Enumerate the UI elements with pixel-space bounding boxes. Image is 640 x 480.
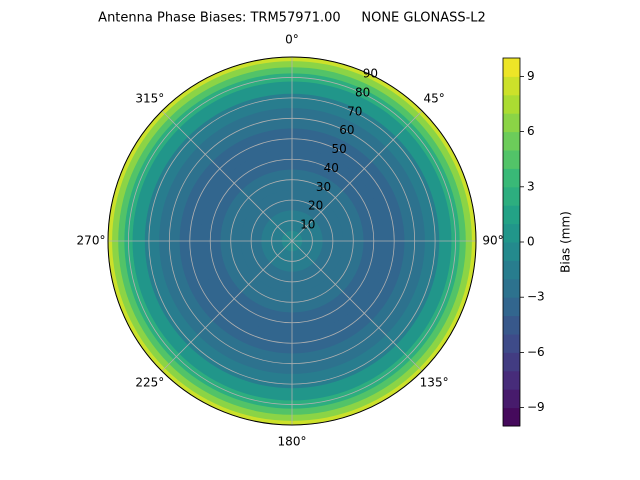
colorbar-band: [503, 315, 520, 335]
colorbar-band: [503, 389, 520, 409]
colorbar-label: Bias (mm): [559, 211, 573, 273]
radial-tick-label: 40: [324, 161, 339, 175]
colorbar-band: [503, 223, 520, 243]
grid-spoke: [291, 240, 423, 372]
colorbar-band: [503, 150, 520, 169]
colorbar-band: [503, 113, 520, 133]
angle-tick-label: 90°: [482, 234, 503, 248]
colorbar-band: [503, 260, 520, 280]
angle-tick-label: 135°: [420, 376, 449, 390]
radial-tick-label: 70: [347, 104, 362, 118]
colorbar-band: [503, 131, 520, 151]
colorbar-tick-label: −6: [527, 345, 545, 359]
angle-tick-label: 315°: [135, 91, 164, 105]
colorbar-band: [503, 205, 520, 225]
colorbar-tick-label: 9: [527, 69, 535, 83]
angle-tick-label: 225°: [135, 376, 164, 390]
angle-tick-label: 270°: [77, 234, 106, 248]
colorbar-tick-label: −9: [527, 400, 545, 414]
colorbar-band: [503, 242, 520, 261]
colorbar-band: [503, 297, 520, 317]
grid-spoke: [161, 110, 293, 242]
radial-tick-label: 60: [339, 123, 354, 137]
radial-tick-label: 80: [355, 85, 370, 99]
colorbar-band: [503, 352, 520, 372]
colorbar-band: [503, 334, 520, 353]
radial-tick-label: 20: [308, 199, 323, 213]
colorbar-band: [503, 76, 520, 96]
angle-tick-label: 45°: [423, 91, 444, 105]
colorbar-band: [503, 168, 520, 188]
colorbar-tick-label: 6: [527, 124, 535, 138]
colorbar-tick-label: 0: [527, 235, 535, 249]
radial-tick-label: 50: [331, 142, 346, 156]
angle-tick-label: 180°: [278, 435, 307, 449]
colorbar-band: [503, 407, 520, 427]
colorbar-band: [503, 370, 520, 390]
colorbar-tick-label: −3: [527, 290, 545, 304]
colorbar-band: [503, 186, 520, 206]
radial-tick-label: 10: [300, 218, 315, 232]
chart-title: Antenna Phase Biases: TRM57971.00 NONE G…: [98, 11, 486, 26]
colorbar-band: [503, 94, 520, 114]
colorbar-band: [503, 278, 520, 298]
colorbar-tick-label: 3: [527, 179, 535, 193]
grid-spoke: [161, 240, 293, 372]
grid-spoke: [291, 110, 423, 242]
radial-tick-label: 30: [316, 180, 331, 194]
colorbar-band: [503, 58, 520, 77]
polar-frame: [107, 56, 477, 426]
radial-tick-label: 90: [363, 67, 378, 81]
angle-tick-label: 0°: [285, 33, 299, 47]
